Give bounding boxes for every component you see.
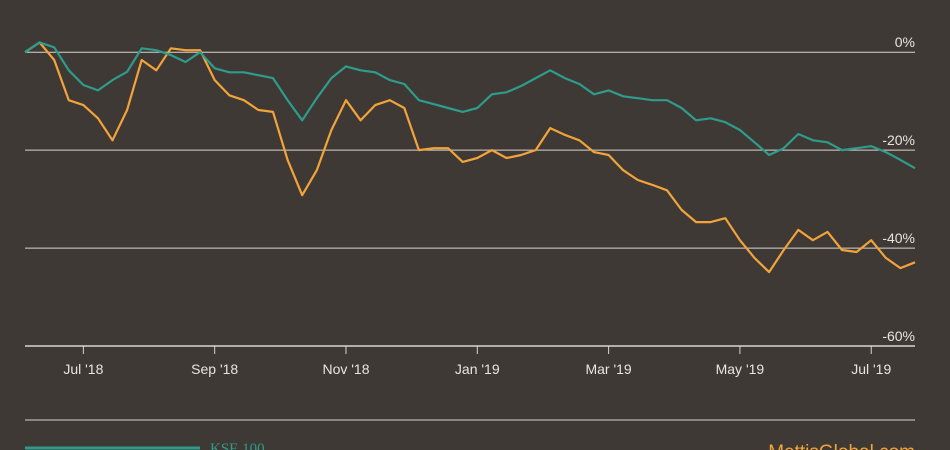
legend-label: KSE 100: [210, 441, 265, 450]
source: MettisGlobal.com: [768, 442, 915, 450]
y-tick-label: -60%: [882, 328, 915, 344]
x-tick-label: May '19: [716, 361, 765, 377]
y-tick-label: 0%: [895, 34, 915, 50]
x-tick-label: Mar '19: [585, 361, 631, 377]
line-series: [24, 41, 916, 274]
line-series: [24, 41, 916, 170]
x-tick-label: Jul '19: [851, 361, 891, 377]
x-tick-label: Jan '19: [455, 361, 500, 377]
x-tick-label: Jul '18: [63, 361, 103, 377]
x-tick-label: Sep '18: [191, 361, 238, 377]
y-tick-label: -20%: [882, 132, 915, 148]
y-tick-label: -40%: [882, 230, 915, 246]
x-tick-label: Nov '18: [322, 361, 369, 377]
